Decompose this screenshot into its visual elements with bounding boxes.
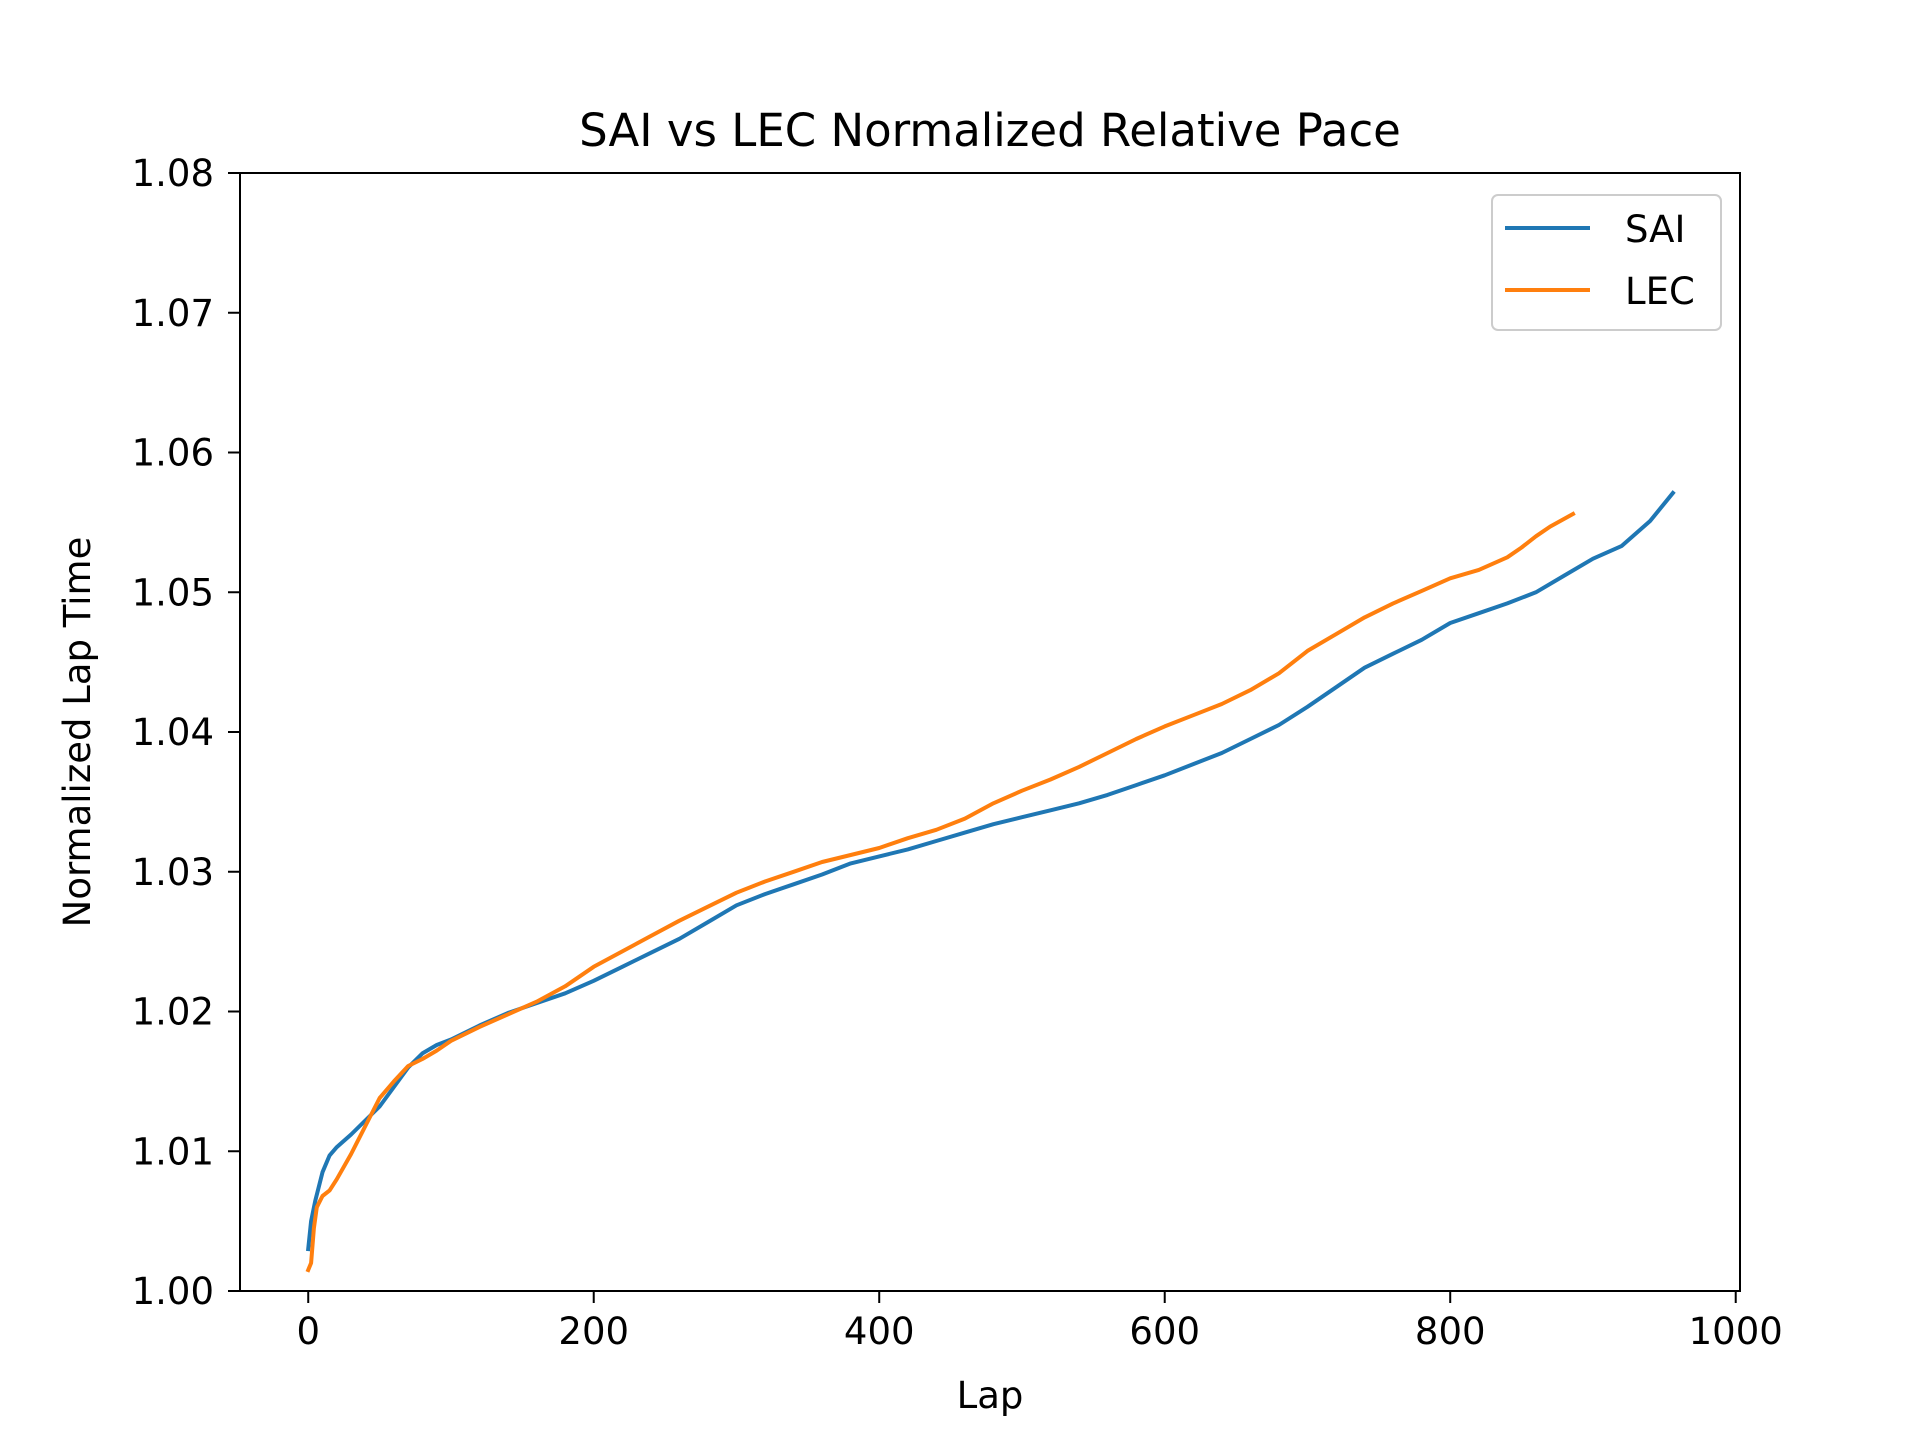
y-tick-label: 1.07 — [132, 292, 214, 335]
x-tick-label: 400 — [844, 1310, 915, 1353]
y-tick-label: 1.01 — [132, 1130, 214, 1173]
x-tick-label: 0 — [296, 1310, 320, 1353]
legend-label-sai: SAI — [1625, 208, 1685, 251]
plot-area — [239, 172, 1741, 1292]
y-tick-label: 1.02 — [132, 991, 214, 1034]
y-axis-label: Normalized Lap Time — [56, 537, 99, 928]
y-tick-label: 1.03 — [132, 851, 214, 894]
y-tick-label: 1.06 — [132, 432, 214, 475]
x-tick-label: 200 — [558, 1310, 629, 1353]
x-axis-label: Lap — [957, 1374, 1024, 1417]
series-line-sai — [306, 490, 1676, 1252]
y-tick-label: 1.04 — [132, 711, 214, 754]
series-line-lec — [305, 511, 1576, 1273]
x-tick-label: 1000 — [1689, 1310, 1783, 1353]
y-tick-label: 1.00 — [132, 1270, 214, 1313]
axes-background — [240, 173, 1740, 1291]
x-tick-label: 800 — [1415, 1310, 1486, 1353]
series-layer — [305, 490, 1676, 1273]
legend: SAI LEC — [1491, 194, 1722, 331]
y-tick-label: 1.08 — [132, 152, 214, 195]
x-tick-label: 600 — [1129, 1310, 1200, 1353]
x-axis-ticks: 0 200 400 600 800 1000 — [296, 1291, 1783, 1353]
y-axis-ticks: 1.00 1.01 1.02 1.03 1.04 1.05 1.06 1.07 1.08 — [132, 152, 240, 1313]
chart-title: SAI vs LEC Normalized Relative Pace — [579, 104, 1401, 157]
legend-label-lec: LEC — [1625, 270, 1695, 313]
y-tick-label: 1.05 — [132, 571, 214, 614]
